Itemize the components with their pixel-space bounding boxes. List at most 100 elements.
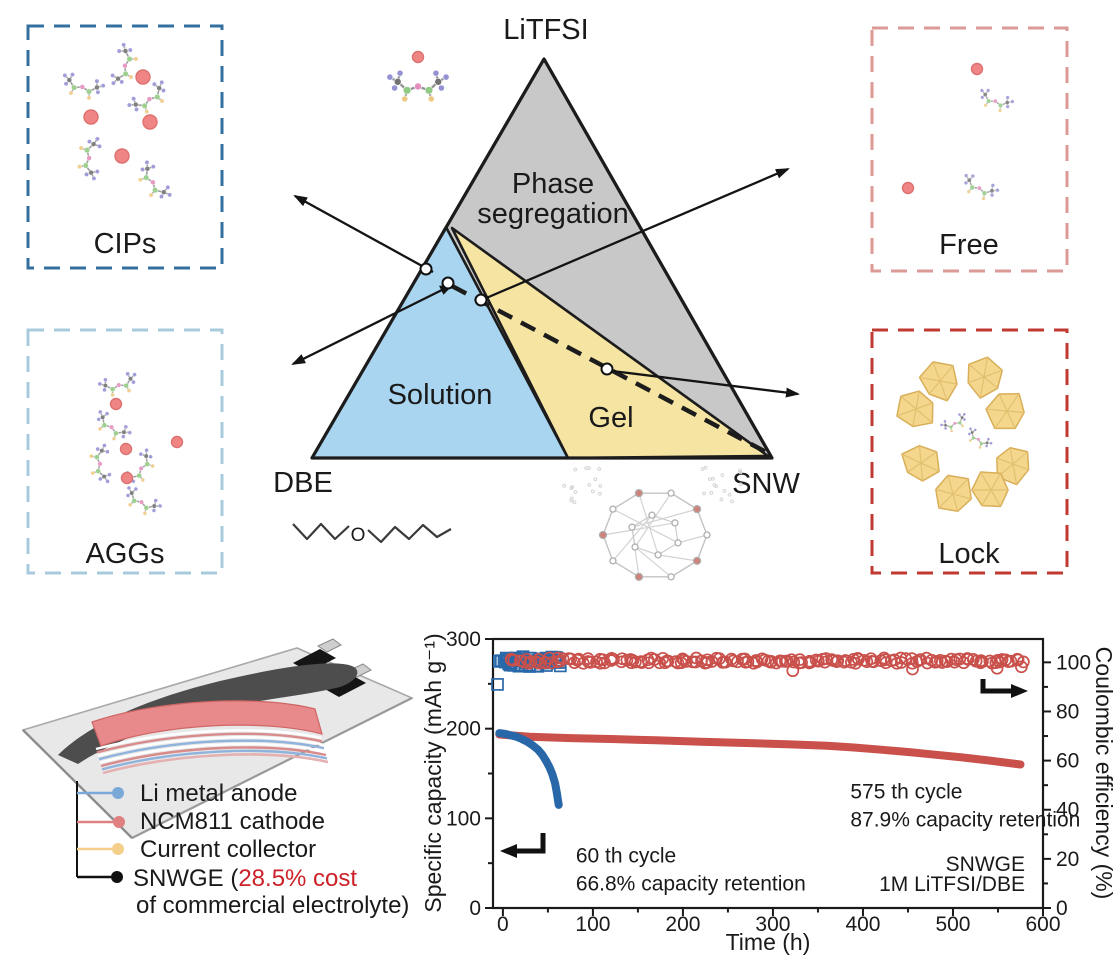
panel-cips: CIPs [26,24,224,270]
snw-polyhedron [935,474,973,513]
arrow-to-aggs [291,283,454,366]
data-point [1004,654,1018,668]
data-point [976,655,989,669]
snwge-legend-label-line2: of commercial electrolyte) [136,892,409,919]
tfsi-anion [939,412,967,433]
snw-cage [598,489,711,581]
dbe-chain-right [367,523,452,544]
cycling-chart: 0 100 200 300 400 500 600010020030002040608010… [420,628,1117,955]
right-tick-label: 80 [1056,700,1079,723]
lock-label: Lock [938,538,1000,570]
aggs-label: AGGs [86,538,165,570]
right-tick-label: 20 [1056,848,1079,871]
tfsi-anion [110,42,139,86]
tfsi-anion [89,443,112,484]
data-point [556,652,570,665]
right-axis-title: Coulombic efficiency (%) [1091,647,1117,900]
composition-points [419,262,614,376]
battery-legend: Li metal anode NCM811 cathode Current co… [76,780,409,919]
data-point [912,653,926,667]
x-tick-label: 400 [845,913,880,936]
chart-annotation: 1M LiTFSI/DBE [879,873,1025,896]
snw-polyhedron [971,471,1009,508]
data-point [990,661,1004,675]
x-tick-label: 0 [497,913,509,936]
x-tick-label: 100 [575,913,610,936]
right-tick-label: 40 [1056,799,1079,822]
data-point [867,655,880,669]
x-tick-label: 500 [935,913,970,936]
x-tick-label: 600 [1025,913,1060,936]
aggs-molecules [89,371,184,516]
data-point [741,655,755,669]
snwge-label-black-part: SNWGE ( [133,865,238,892]
data-point [852,652,865,666]
tfsi-anion [97,371,137,398]
tfsi-anion [979,88,1015,113]
x-axis-title: Time (h) [726,929,811,955]
tfsi-anion [963,173,1000,201]
tfsi-anion [125,485,163,516]
solution-label: Solution [388,379,493,411]
chart-plot-area: 0 100 200 300 400 500 600010020030002040608010… [446,628,1091,936]
right-tick-label: 0 [1056,897,1068,920]
tfsi-anion [77,136,102,181]
anode-dot [112,787,124,799]
left-tick-label: 0 [469,897,481,920]
lithium-ion [170,435,184,449]
data-point [524,655,538,669]
data-point [1011,653,1025,667]
lithium-ion [83,109,99,125]
snw-side-group [700,465,743,504]
free-panel-border [870,26,1069,273]
dbe-vertex-label: DBE [273,467,333,499]
lithium-ion [114,148,130,164]
arrow-to-lock [611,369,800,398]
lithium-ion [411,50,425,64]
panel-lock: Lock [870,328,1069,575]
aggs-panel-border [26,328,224,575]
data-point [518,655,531,669]
data-point [786,664,800,678]
data-point [906,662,919,676]
cathode-legend-label: NCM811 cathode [140,808,325,835]
free-label: Free [939,229,999,261]
data-point [803,654,817,668]
dbe-chain-left [292,522,350,541]
snwge-legend-label: SNWGE (28.5% cost [133,865,357,892]
x-tick-label: 200 [665,913,700,936]
data-point [804,655,818,669]
x-tick-label: 300 [755,913,790,936]
tfsi-anion [967,427,993,449]
snw-polyhedron [985,392,1025,430]
cips-panel-border [26,24,224,270]
anode-legend-label: Li metal anode [140,780,297,807]
lithium-ion [142,114,158,130]
chart-annotation: 575 th cycle [850,781,962,804]
cathode-dot [113,816,125,828]
data-point [628,655,642,669]
tfsi-anion [62,72,106,101]
data-point [944,652,958,666]
dbe-molecule: O [292,522,452,546]
lithium-ion [135,69,151,85]
data-point [726,654,740,668]
phase-segregation-label-line2: segregation [477,198,629,230]
left-axis-title: Specific capacity (mAh g⁻¹) [420,633,446,912]
litfsi-vertex-label: LiTFSI [503,14,588,46]
triangle-outline [310,57,774,460]
snw-polyhedron [896,390,934,428]
snw-polyhedron [967,356,1004,399]
electrode-stack [91,700,329,775]
left-tick-label: 200 [446,718,481,741]
panel-free: Free [870,26,1069,273]
lithium-ion [109,397,123,411]
data-point [532,656,546,670]
efficiency-scatter-series [504,651,1030,678]
chart-annotation: 60 th cycle [576,844,676,867]
data-point [1015,660,1028,674]
panel-aggs: AGGs [26,328,224,575]
litfsi-molecule [386,50,450,103]
data-point [966,653,980,666]
